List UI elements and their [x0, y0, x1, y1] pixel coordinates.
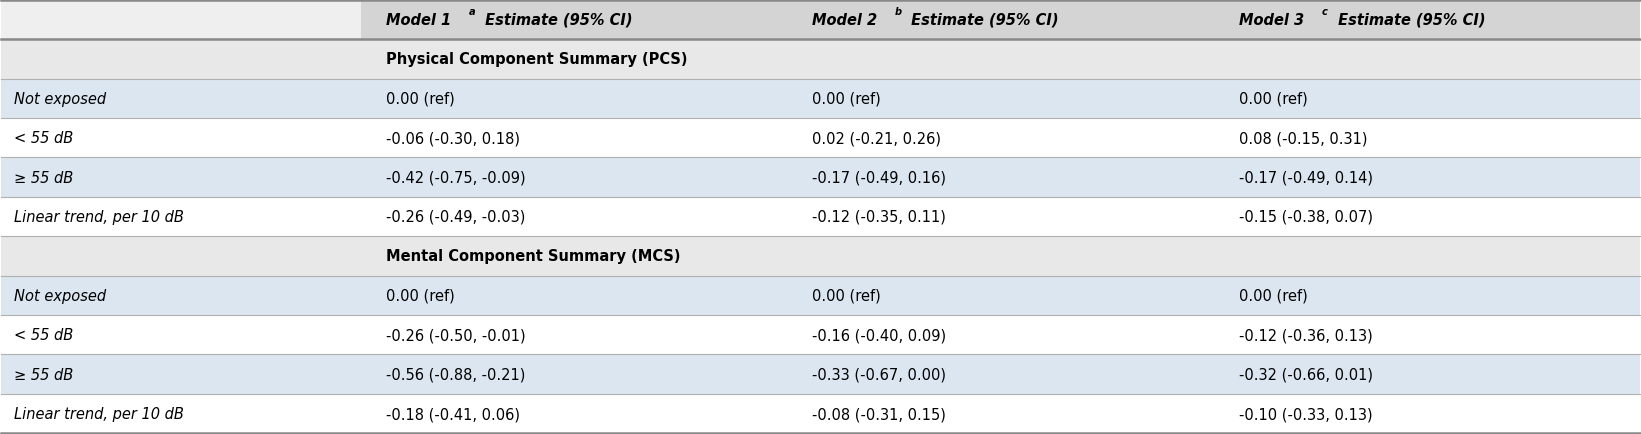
Text: Model 3: Model 3 [1239, 13, 1303, 28]
Bar [361, 118, 788, 158]
Bar [1214, 316, 1641, 355]
Bar [0, 197, 361, 237]
Bar [0, 237, 361, 276]
Bar [0, 394, 361, 433]
Bar [788, 394, 1214, 433]
Bar [0, 276, 361, 316]
Bar [1214, 158, 1641, 197]
Text: -0.12 (-0.36, 0.13): -0.12 (-0.36, 0.13) [1239, 328, 1372, 342]
Bar [1214, 79, 1641, 118]
Bar [0, 355, 361, 394]
Bar [361, 316, 788, 355]
Bar [1214, 394, 1641, 433]
Text: 0.00 (ref): 0.00 (ref) [386, 288, 455, 303]
Text: Linear trend, per 10 dB: Linear trend, per 10 dB [13, 406, 184, 421]
Bar [361, 355, 788, 394]
Bar [0, 118, 361, 158]
Text: a: a [469, 7, 476, 16]
Text: 0.00 (ref): 0.00 (ref) [1239, 92, 1308, 106]
Text: -0.18 (-0.41, 0.06): -0.18 (-0.41, 0.06) [386, 406, 520, 421]
Text: Estimate (95% CI): Estimate (95% CI) [481, 13, 633, 28]
Text: b: b [894, 7, 903, 16]
Text: < 55 dB: < 55 dB [13, 131, 74, 146]
Text: Model 1: Model 1 [386, 13, 451, 28]
Bar [361, 394, 788, 433]
Bar [788, 118, 1214, 158]
Text: 0.00 (ref): 0.00 (ref) [812, 288, 881, 303]
Text: Estimate (95% CI): Estimate (95% CI) [906, 13, 1058, 28]
Text: -0.56 (-0.88, -0.21): -0.56 (-0.88, -0.21) [386, 367, 525, 382]
Text: Mental Component Summary (MCS): Mental Component Summary (MCS) [386, 249, 681, 264]
Text: -0.15 (-0.38, 0.07): -0.15 (-0.38, 0.07) [1239, 210, 1372, 224]
Bar [361, 79, 788, 118]
Bar [361, 1, 788, 40]
Bar [788, 1, 1214, 40]
Text: ≥ 55 dB: ≥ 55 dB [13, 170, 74, 185]
Bar [788, 276, 1214, 316]
Text: < 55 dB: < 55 dB [13, 328, 74, 342]
Text: Not exposed: Not exposed [13, 92, 107, 106]
Text: ≥ 55 dB: ≥ 55 dB [13, 367, 74, 382]
Bar [1214, 40, 1641, 79]
Text: 0.08 (-0.15, 0.31): 0.08 (-0.15, 0.31) [1239, 131, 1367, 146]
Text: -0.42 (-0.75, -0.09): -0.42 (-0.75, -0.09) [386, 170, 525, 185]
Bar [0, 158, 361, 197]
Bar [1214, 355, 1641, 394]
Text: -0.17 (-0.49, 0.14): -0.17 (-0.49, 0.14) [1239, 170, 1372, 185]
Bar [361, 158, 788, 197]
Text: 0.00 (ref): 0.00 (ref) [386, 92, 455, 106]
Text: -0.32 (-0.66, 0.01): -0.32 (-0.66, 0.01) [1239, 367, 1372, 382]
Bar [1214, 276, 1641, 316]
Text: -0.06 (-0.30, 0.18): -0.06 (-0.30, 0.18) [386, 131, 520, 146]
Text: Estimate (95% CI): Estimate (95% CI) [1332, 13, 1485, 28]
Bar [788, 40, 1214, 79]
Bar [361, 40, 788, 79]
Text: -0.33 (-0.67, 0.00): -0.33 (-0.67, 0.00) [812, 367, 947, 382]
Bar [788, 237, 1214, 276]
Text: -0.17 (-0.49, 0.16): -0.17 (-0.49, 0.16) [812, 170, 947, 185]
Bar [1214, 197, 1641, 237]
Bar [788, 158, 1214, 197]
Bar [361, 197, 788, 237]
Bar [0, 1, 361, 40]
Text: -0.08 (-0.31, 0.15): -0.08 (-0.31, 0.15) [812, 406, 947, 421]
Text: -0.26 (-0.49, -0.03): -0.26 (-0.49, -0.03) [386, 210, 525, 224]
Text: c: c [1321, 7, 1328, 16]
Bar [0, 40, 361, 79]
Text: 0.00 (ref): 0.00 (ref) [1239, 288, 1308, 303]
Text: Physical Component Summary (PCS): Physical Component Summary (PCS) [386, 52, 688, 67]
Text: -0.16 (-0.40, 0.09): -0.16 (-0.40, 0.09) [812, 328, 947, 342]
Bar [361, 237, 788, 276]
Bar [0, 79, 361, 118]
Bar [361, 276, 788, 316]
Bar [788, 316, 1214, 355]
Bar [0, 316, 361, 355]
Bar [788, 355, 1214, 394]
Text: Linear trend, per 10 dB: Linear trend, per 10 dB [13, 210, 184, 224]
Text: Not exposed: Not exposed [13, 288, 107, 303]
Text: 0.00 (ref): 0.00 (ref) [812, 92, 881, 106]
Bar [1214, 1, 1641, 40]
Bar [788, 197, 1214, 237]
Text: -0.10 (-0.33, 0.13): -0.10 (-0.33, 0.13) [1239, 406, 1372, 421]
Bar [1214, 237, 1641, 276]
Bar [788, 79, 1214, 118]
Text: -0.12 (-0.35, 0.11): -0.12 (-0.35, 0.11) [812, 210, 947, 224]
Text: 0.02 (-0.21, 0.26): 0.02 (-0.21, 0.26) [812, 131, 942, 146]
Text: -0.26 (-0.50, -0.01): -0.26 (-0.50, -0.01) [386, 328, 525, 342]
Bar [1214, 118, 1641, 158]
Text: Model 2: Model 2 [812, 13, 878, 28]
